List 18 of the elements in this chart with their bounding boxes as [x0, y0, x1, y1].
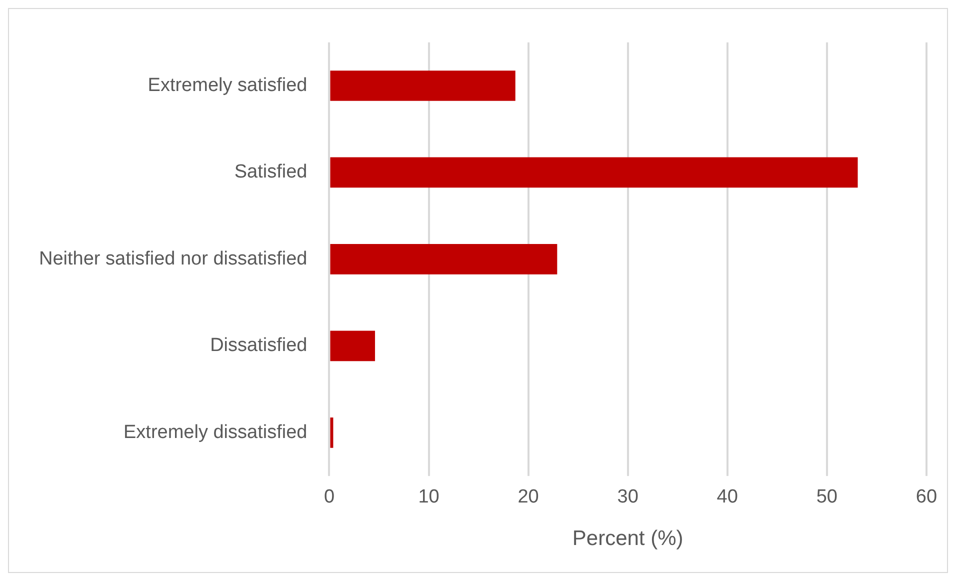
x-axis-title: Percent (%) — [572, 527, 684, 550]
bar — [330, 417, 334, 448]
x-tick-label: 40 — [716, 486, 738, 508]
x-tick-label: 0 — [324, 486, 335, 508]
x-tick-label: 20 — [518, 486, 539, 508]
x-tick-label: 60 — [916, 486, 938, 508]
bar — [330, 157, 858, 188]
x-tick-label: 50 — [816, 486, 838, 508]
x-tick-label: 10 — [418, 486, 440, 508]
y-tick-label: Neither satisfied nor dissatisfied — [38, 248, 308, 270]
bar — [330, 70, 516, 101]
y-tick-label: Extremely dissatisfied — [124, 422, 308, 443]
bar — [330, 330, 376, 362]
y-tick-label: Satisfied — [234, 162, 308, 183]
y-tick-label: Extremely satisfied — [148, 74, 308, 96]
bar — [330, 244, 558, 274]
y-tick-label: Dissatisfied — [210, 335, 308, 356]
x-tick-label: 30 — [617, 486, 638, 508]
